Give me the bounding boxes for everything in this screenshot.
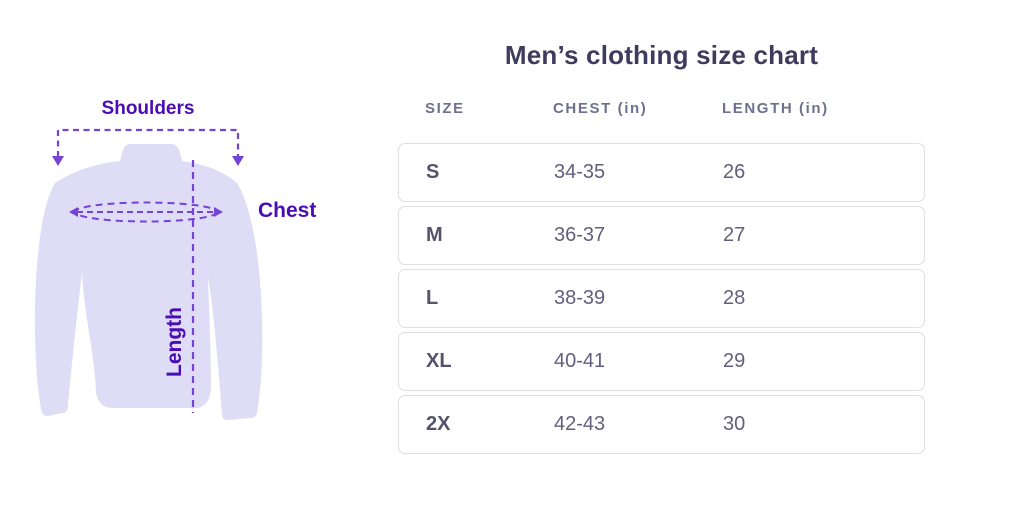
length-cell: 27 [723,224,746,246]
table-row: L 38-39 28 [398,269,925,328]
chest-cell: 36-37 [554,224,606,246]
chest-cell: 42-43 [554,413,606,435]
length-cell: 26 [723,161,746,183]
table-body: S 34-35 26 M 36-37 27 L 38-39 28 XL 40-4… [398,143,925,458]
length-label: Length [163,307,186,377]
shoulders-arrow-left [52,156,64,166]
column-header-size: SIZE [425,100,465,117]
table-header: SIZE CHEST (in) LENGTH (in) [398,100,952,117]
column-header-chest: CHEST (in) [553,100,648,117]
size-chart: Men’s clothing size chart SIZE CHEST (in… [398,0,925,514]
page-title: Men’s clothing size chart [504,40,819,70]
length-cell: 30 [723,413,746,435]
size-cell: L [426,287,439,309]
shirt-measurement-diagram: Shoulders Chest Length [0,0,370,514]
length-cell: 29 [723,350,746,372]
size-cell: S [426,161,440,183]
table-row: XL 40-41 29 [398,332,925,391]
chest-cell: 40-41 [554,350,606,372]
table-row: M 36-37 27 [398,206,925,265]
shoulders-arrow-right [232,156,244,166]
chest-label: Chest [258,199,317,222]
shoulders-label: Shoulders [101,98,195,119]
size-cell: M [426,224,443,246]
shirt-shape [34,144,263,420]
size-cell: 2X [426,413,451,435]
table-row: 2X 42-43 30 [398,395,925,454]
chest-arrow-right [214,207,223,217]
shirt-illustration [34,128,263,420]
size-cell: XL [426,350,452,372]
shoulders-measure-line [56,128,240,157]
length-cell: 28 [723,287,746,309]
chest-cell: 34-35 [554,161,606,183]
chest-arrow-left [69,207,78,217]
chest-cell: 38-39 [554,287,606,309]
column-header-length: LENGTH (in) [722,100,829,117]
table-row: S 34-35 26 [398,143,925,202]
